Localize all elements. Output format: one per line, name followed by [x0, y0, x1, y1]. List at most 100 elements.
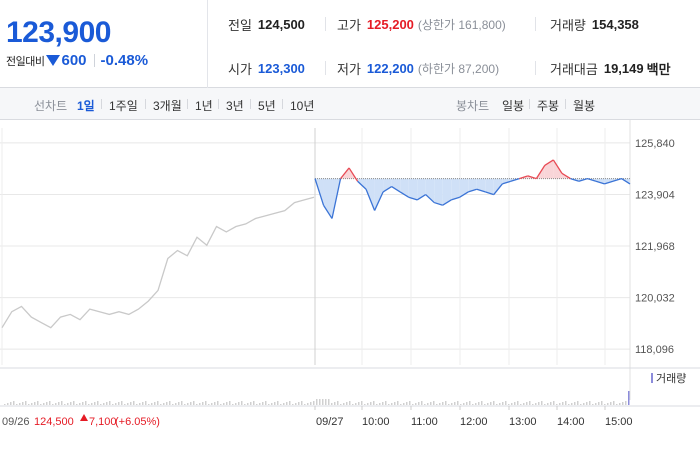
- volume-bar: [607, 403, 609, 405]
- volume-bar: [94, 402, 96, 405]
- period-tab-10y[interactable]: 10년: [290, 99, 315, 113]
- volume-bar: [298, 402, 300, 405]
- volume-bar: [565, 401, 567, 405]
- volume-bar: [415, 403, 417, 405]
- today-area-fill: [442, 178, 452, 206]
- volume-bar: [454, 402, 456, 405]
- volume-bar: [613, 401, 615, 405]
- volume-bar: [355, 403, 357, 405]
- volume-bar: [463, 403, 465, 405]
- volume-bar: [505, 401, 507, 405]
- divider: [101, 99, 102, 109]
- chart-lines: [1, 159, 631, 329]
- stat-value: 122,200: [366, 60, 414, 76]
- today-series-line: [578, 177, 588, 182]
- volume-bar: [283, 403, 285, 405]
- volume-bar: [136, 404, 138, 405]
- change-rate: -0.48%: [100, 52, 149, 69]
- change-line: 전일대비 600 -0.48%: [6, 52, 148, 69]
- stat-value: 123,300: [257, 60, 305, 76]
- period-tab-1w[interactable]: 1주일: [109, 99, 138, 113]
- volume-bar: [310, 402, 312, 405]
- candle-tab-weekly[interactable]: 주봉: [537, 99, 560, 113]
- today-area-fill: [476, 178, 486, 192]
- volume-bar: [493, 401, 495, 405]
- volume-bar: [490, 402, 492, 405]
- candle-tab-monthly[interactable]: 월봉: [573, 99, 596, 113]
- volume-bar: [40, 404, 42, 405]
- volume-bar: [13, 401, 15, 405]
- volume-bar: [625, 401, 627, 405]
- volume-bar: [376, 404, 378, 405]
- line-chart-label: 선차트: [34, 99, 68, 113]
- volume-bar: [373, 401, 375, 405]
- volume-bar: [52, 404, 54, 405]
- volume-bar: [61, 401, 63, 405]
- period-tab-1d[interactable]: 1일: [77, 99, 95, 113]
- prev-day-date: 09/26: [2, 416, 30, 428]
- volume-bar: [487, 403, 489, 405]
- period-tab-3m[interactable]: 3개월: [153, 99, 182, 113]
- volume-bar: [514, 402, 516, 405]
- y-axis: 125,840 123,904 121,968 120,032 118,096: [635, 138, 675, 356]
- volume-bar: [28, 404, 30, 405]
- volume-bar: [421, 401, 423, 405]
- today-area-fill: [553, 159, 562, 179]
- volume-bar: [25, 401, 27, 405]
- volume-bar: [304, 404, 306, 405]
- volume-bar: [472, 404, 474, 405]
- volume-bar: [247, 403, 249, 405]
- today-area-fill: [493, 178, 503, 195]
- volume-bar: [280, 404, 282, 405]
- chart-fill: [315, 159, 630, 219]
- period-tab-3y[interactable]: 3년: [226, 99, 244, 113]
- volume-bar: [391, 403, 393, 405]
- volume-bar: [118, 402, 120, 405]
- volume-bar: [145, 401, 147, 405]
- volume-bar: [412, 404, 414, 405]
- volume-bar: [4, 404, 6, 405]
- divider: [535, 61, 536, 75]
- volume-bar: [73, 401, 75, 405]
- volume-bar: [604, 404, 606, 405]
- volume-bar: [22, 402, 24, 405]
- volume-bar: [562, 402, 564, 405]
- y-tick-label: 125,840: [635, 138, 675, 150]
- volume-bar: [121, 401, 123, 405]
- today-series-line: [535, 164, 546, 179]
- y-tick-label: 120,032: [635, 293, 675, 305]
- volume-bar: [178, 402, 180, 405]
- volume-bar: [538, 402, 540, 405]
- volume-bar: [157, 401, 159, 405]
- stat-unit: 백만: [646, 61, 671, 77]
- divider: [250, 99, 251, 109]
- volume-bar: [205, 401, 207, 405]
- volume-bar: [31, 403, 33, 405]
- volume-bar: [154, 402, 156, 405]
- volume-bar: [208, 404, 210, 405]
- today-series-line: [314, 178, 325, 206]
- volume-bar: [319, 399, 321, 405]
- x-tick-label: 09/27: [316, 416, 344, 428]
- volume-bar: [169, 401, 171, 405]
- triangle-up-icon: [80, 414, 88, 421]
- stat-label: 거래대금: [550, 61, 598, 77]
- volume-bar: [163, 403, 165, 405]
- volume-bar: [529, 401, 531, 405]
- candle-tab-daily[interactable]: 일봉: [502, 99, 525, 113]
- y-tick-label: 121,968: [635, 241, 675, 253]
- volume-bar: [424, 404, 426, 405]
- stat-label: 전일: [228, 17, 252, 33]
- volume-bar: [535, 403, 537, 405]
- volume-bar: [229, 401, 231, 405]
- change-amount: 600: [61, 52, 87, 69]
- quote-header: 123,900 전일대비 600 -0.48% 전일 124,500 고가 12…: [0, 0, 700, 88]
- today-series-line: [502, 180, 512, 185]
- period-tab-1y[interactable]: 1년: [195, 99, 213, 113]
- period-tab-5y[interactable]: 5년: [258, 99, 276, 113]
- volume-bar: [307, 403, 309, 405]
- volume-bar: [520, 404, 522, 405]
- lower-limit-price: (하한가 87,200): [417, 61, 500, 76]
- volume-bar: [586, 402, 588, 405]
- candle-chart-label: 봉차트: [456, 99, 490, 113]
